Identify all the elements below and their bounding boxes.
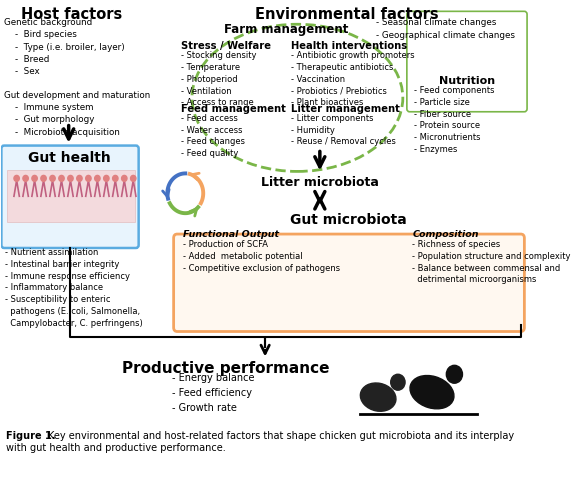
Circle shape bbox=[68, 175, 73, 181]
Text: - Litter components
- Humidity
- Reuse / Removal cycles: - Litter components - Humidity - Reuse /… bbox=[291, 114, 396, 146]
Text: - Stocking density
- Temperature
- Photoperiod
- Ventilation
- Access to range: - Stocking density - Temperature - Photo… bbox=[181, 51, 256, 108]
Circle shape bbox=[32, 175, 37, 181]
Text: Gut microbiota: Gut microbiota bbox=[290, 213, 407, 227]
Text: Feed management: Feed management bbox=[181, 104, 286, 114]
Ellipse shape bbox=[360, 383, 396, 411]
Ellipse shape bbox=[410, 376, 454, 409]
Text: - Feed components
- Particle size
- Fiber source
- Protein source
- Micronutrien: - Feed components - Particle size - Fibe… bbox=[414, 86, 495, 154]
Text: with gut health and productive performance.: with gut health and productive performan… bbox=[6, 443, 226, 453]
Circle shape bbox=[113, 175, 118, 181]
Text: Litter microbiota: Litter microbiota bbox=[261, 176, 379, 190]
Circle shape bbox=[86, 175, 91, 181]
FancyBboxPatch shape bbox=[407, 11, 527, 112]
Text: Nutrition: Nutrition bbox=[439, 76, 495, 86]
Text: Composition: Composition bbox=[412, 230, 479, 239]
Text: Gut health: Gut health bbox=[28, 151, 111, 164]
Text: - Feed access
- Water access
- Feed changes
- Feed quality: - Feed access - Water access - Feed chan… bbox=[181, 114, 245, 158]
Circle shape bbox=[14, 175, 19, 181]
Text: Farm management: Farm management bbox=[225, 23, 349, 36]
Circle shape bbox=[131, 175, 136, 181]
Circle shape bbox=[23, 175, 28, 181]
Text: Litter management: Litter management bbox=[291, 104, 400, 114]
Text: - Nutrient assimilation
- Intestinal barrier integrity
- Immune response efficie: - Nutrient assimilation - Intestinal bar… bbox=[5, 248, 143, 328]
FancyBboxPatch shape bbox=[1, 145, 139, 248]
Text: - Antibiotic growth promoters
- Therapeutic antibiotics
- Vaccination
- Probioti: - Antibiotic growth promoters - Therapeu… bbox=[291, 51, 415, 108]
Circle shape bbox=[95, 175, 100, 181]
Text: Productive performance: Productive performance bbox=[122, 361, 329, 376]
FancyBboxPatch shape bbox=[7, 170, 135, 222]
Text: Health interventions: Health interventions bbox=[291, 41, 407, 51]
Circle shape bbox=[59, 175, 64, 181]
Text: - Richness of species
- Population structure and complexity
- Balance between co: - Richness of species - Population struc… bbox=[412, 240, 571, 284]
Circle shape bbox=[41, 175, 46, 181]
Circle shape bbox=[446, 365, 463, 383]
Circle shape bbox=[122, 175, 127, 181]
Text: Environmental factors: Environmental factors bbox=[255, 7, 439, 23]
Text: Key environmental and host-related factors that shape chicken gut microbiota and: Key environmental and host-related facto… bbox=[48, 431, 514, 441]
Circle shape bbox=[50, 175, 55, 181]
Text: - Production of SCFA
- Added  metabolic potential
- Competitive exclusion of pat: - Production of SCFA - Added metabolic p… bbox=[183, 240, 340, 273]
Text: - Seasonal climate changes
- Geographical climate changes: - Seasonal climate changes - Geographica… bbox=[376, 18, 515, 40]
Circle shape bbox=[77, 175, 82, 181]
FancyBboxPatch shape bbox=[173, 234, 524, 331]
Text: Stress / Welfare: Stress / Welfare bbox=[181, 41, 271, 51]
Text: Figure 1.: Figure 1. bbox=[6, 431, 55, 441]
Circle shape bbox=[103, 175, 109, 181]
Text: Genetic background
    -  Bird species
    -  Type (i.e. broiler, layer)
    -  : Genetic background - Bird species - Type… bbox=[4, 18, 151, 136]
Text: Host factors: Host factors bbox=[21, 7, 122, 23]
Circle shape bbox=[390, 374, 405, 390]
Text: Functional Output: Functional Output bbox=[183, 230, 279, 239]
Text: - Energy balance
- Feed efficiency
- Growth rate: - Energy balance - Feed efficiency - Gro… bbox=[172, 373, 255, 413]
